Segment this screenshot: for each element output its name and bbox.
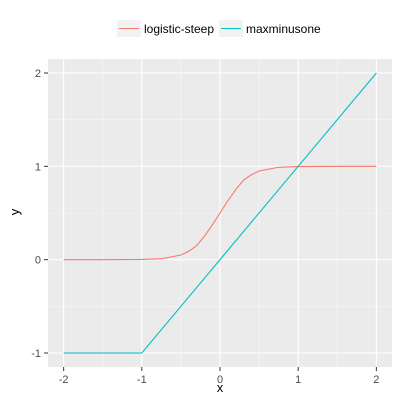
y-axis: -1 0 1 2 (31, 68, 48, 360)
series-line-maxminusone (63, 72, 377, 354)
legend-label-logistic-steep: logistic-steep (144, 22, 214, 36)
x-axis: -2 -1 0 1 2 (59, 367, 379, 386)
legend-label-maxminusone: maxminusone (246, 22, 321, 36)
series-line-logistic-steep (63, 165, 377, 261)
x-tick-label: 1 (295, 374, 301, 386)
y-tick-label: 0 (35, 255, 41, 267)
x-tick-label: -1 (137, 374, 147, 386)
x-axis-label: x (217, 380, 224, 395)
x-tick-label: 2 (373, 374, 379, 386)
y-tick-label: 2 (35, 68, 41, 80)
series-layer (63, 72, 377, 354)
x-tick-label: -2 (59, 374, 69, 386)
y-axis-label: y (7, 208, 22, 215)
y-tick-label: -1 (31, 348, 41, 360)
x-tick-label: 0 (217, 374, 223, 386)
y-tick-label: 1 (35, 161, 41, 173)
legend: logistic-steep maxminusone (117, 20, 321, 37)
